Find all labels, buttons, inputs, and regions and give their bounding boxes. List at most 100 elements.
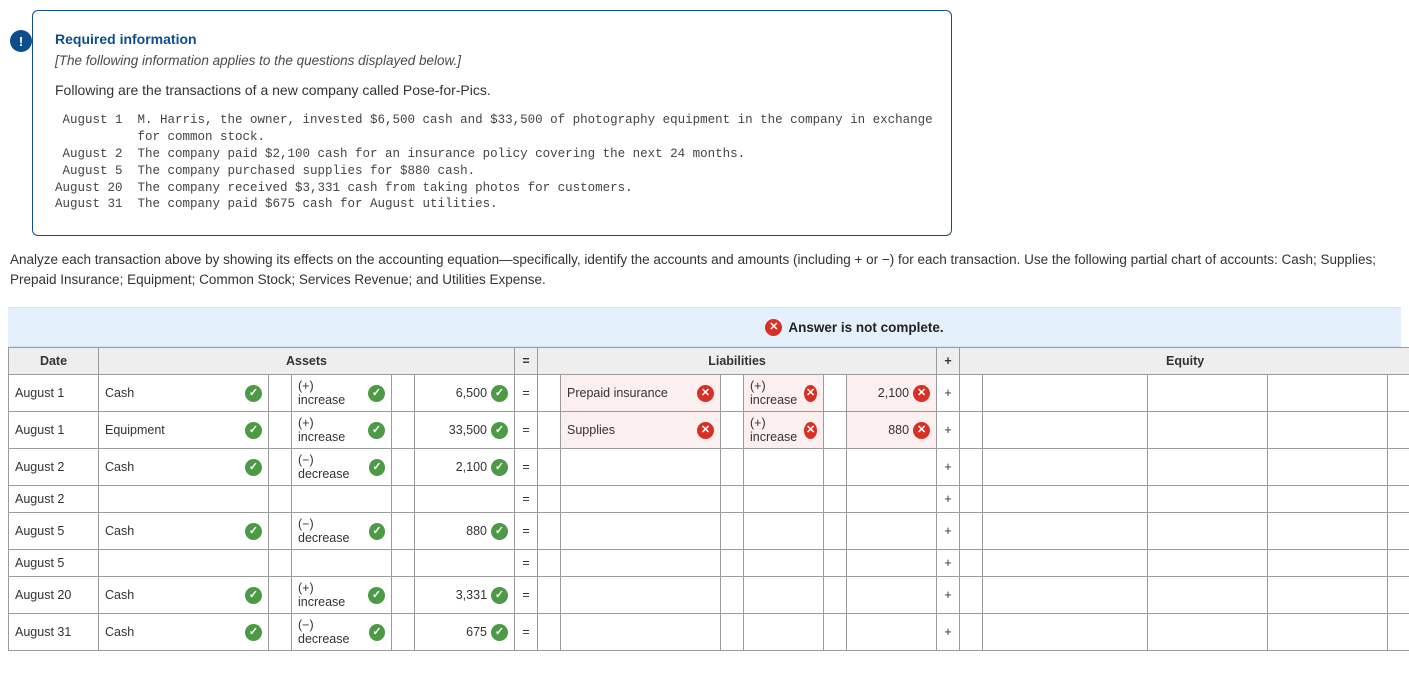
cell-asset-dir[interactable] <box>292 550 392 577</box>
cell-equity[interactable] <box>983 614 1148 651</box>
cell-asset-account[interactable]: Cash✓ <box>99 449 269 486</box>
cell-asset-dir[interactable]: (−) decrease✓ <box>292 449 392 486</box>
cell-equity[interactable] <box>983 577 1148 614</box>
cell-equity[interactable] <box>1268 375 1388 412</box>
cell-equity[interactable] <box>960 614 983 651</box>
cell-asset-amount[interactable]: 6,500✓ <box>415 375 515 412</box>
cell-liab-amount[interactable]: 880✕ <box>847 412 937 449</box>
cell-liab-amount[interactable] <box>847 614 937 651</box>
cell-liab-dir[interactable] <box>744 550 824 577</box>
cell-equity[interactable] <box>960 486 983 513</box>
cell-equity[interactable] <box>983 486 1148 513</box>
cell-asset-dir[interactable]: (+) increase✓ <box>292 412 392 449</box>
cell-equity[interactable] <box>960 577 983 614</box>
cell-equity[interactable] <box>1388 486 1409 513</box>
spacer <box>392 486 415 513</box>
cell-equity[interactable] <box>1388 577 1409 614</box>
cell-asset-dir[interactable]: (+) increase✓ <box>292 577 392 614</box>
cell-asset-dir[interactable]: (−) decrease✓ <box>292 513 392 550</box>
cell-asset-amount[interactable]: 33,500✓ <box>415 412 515 449</box>
cell-liab-dir[interactable] <box>744 513 824 550</box>
cell-equity[interactable] <box>1388 375 1409 412</box>
cell-equity[interactable] <box>983 513 1148 550</box>
cell-equity[interactable] <box>983 550 1148 577</box>
cell-liab-dir[interactable] <box>744 614 824 651</box>
cell-liab-account[interactable] <box>561 449 721 486</box>
cell-date[interactable]: August 5 <box>9 550 99 577</box>
cell-date[interactable]: August 20 <box>9 577 99 614</box>
cell-asset-account[interactable]: Cash✓ <box>99 375 269 412</box>
cell-liab-account[interactable]: Supplies✕ <box>561 412 721 449</box>
cell-asset-dir[interactable]: (+) increase✓ <box>292 375 392 412</box>
cell-asset-account[interactable]: Cash✓ <box>99 513 269 550</box>
cell-asset-dir[interactable]: (−) decrease✓ <box>292 614 392 651</box>
cell-equals: = <box>515 449 538 486</box>
cell-asset-amount[interactable]: 675✓ <box>415 614 515 651</box>
cell-asset-amount[interactable]: 2,100✓ <box>415 449 515 486</box>
cell-asset-account[interactable]: Cash✓ <box>99 614 269 651</box>
cell-equity[interactable] <box>1148 550 1268 577</box>
cell-liab-account[interactable] <box>561 577 721 614</box>
cell-equity[interactable] <box>983 412 1148 449</box>
cell-date[interactable]: August 31 <box>9 614 99 651</box>
cell-equity[interactable] <box>1268 550 1388 577</box>
cell-equity[interactable] <box>983 375 1148 412</box>
cell-equity[interactable] <box>1388 614 1409 651</box>
cell-equity[interactable] <box>1148 513 1268 550</box>
cell-equity[interactable] <box>1388 513 1409 550</box>
cell-equity[interactable] <box>1148 614 1268 651</box>
cell-date[interactable]: August 2 <box>9 449 99 486</box>
cell-equity[interactable] <box>1148 577 1268 614</box>
cell-liab-dir[interactable] <box>744 449 824 486</box>
cell-equity[interactable] <box>960 513 983 550</box>
cell-equity[interactable] <box>960 550 983 577</box>
cell-asset-amount[interactable] <box>415 550 515 577</box>
cell-equity[interactable] <box>960 449 983 486</box>
cell-liab-account[interactable] <box>561 513 721 550</box>
cell-equity[interactable] <box>1148 449 1268 486</box>
cell-equity[interactable] <box>1268 449 1388 486</box>
cell-equity[interactable] <box>1388 449 1409 486</box>
cell-date[interactable]: August 1 <box>9 375 99 412</box>
cell-liab-amount[interactable] <box>847 449 937 486</box>
cell-liab-dir[interactable]: (+) increase✕ <box>744 412 824 449</box>
cell-liab-dir[interactable]: (+) increase✕ <box>744 375 824 412</box>
cell-equity[interactable] <box>960 375 983 412</box>
cell-asset-dir[interactable] <box>292 486 392 513</box>
cell-equity[interactable] <box>1268 577 1388 614</box>
cell-liab-amount[interactable] <box>847 486 937 513</box>
cell-equity[interactable] <box>1148 375 1268 412</box>
cell-date[interactable]: August 2 <box>9 486 99 513</box>
cell-equity[interactable] <box>1388 550 1409 577</box>
cell-equity[interactable] <box>1148 486 1268 513</box>
cell-asset-account[interactable]: Equipment✓ <box>99 412 269 449</box>
cell-asset-amount[interactable]: 880✓ <box>415 513 515 550</box>
cell-date[interactable]: August 5 <box>9 513 99 550</box>
cell-asset-amount[interactable] <box>415 486 515 513</box>
cell-liab-account[interactable] <box>561 614 721 651</box>
cell-asset-amount[interactable]: 3,331✓ <box>415 577 515 614</box>
cell-equity[interactable] <box>1268 486 1388 513</box>
cell-equity[interactable] <box>983 449 1148 486</box>
cell-liab-account[interactable]: Prepaid insurance✕ <box>561 375 721 412</box>
cell-liab-dir[interactable] <box>744 486 824 513</box>
cell-equity[interactable] <box>1268 412 1388 449</box>
header-row: Date Assets = Liabilities + Equity <box>9 348 1409 375</box>
cell-liab-amount[interactable]: 2,100✕ <box>847 375 937 412</box>
cell-asset-account[interactable] <box>99 486 269 513</box>
cell-equity[interactable] <box>960 412 983 449</box>
cell-equals: = <box>515 614 538 651</box>
cell-asset-account[interactable] <box>99 550 269 577</box>
cell-liab-amount[interactable] <box>847 513 937 550</box>
cell-asset-account[interactable]: Cash✓ <box>99 577 269 614</box>
cell-equity[interactable] <box>1268 614 1388 651</box>
cell-liab-dir[interactable] <box>744 577 824 614</box>
cell-liab-amount[interactable] <box>847 577 937 614</box>
cell-date[interactable]: August 1 <box>9 412 99 449</box>
cell-liab-account[interactable] <box>561 550 721 577</box>
cell-equity[interactable] <box>1388 412 1409 449</box>
cell-equity[interactable] <box>1268 513 1388 550</box>
cell-liab-account[interactable] <box>561 486 721 513</box>
cell-liab-amount[interactable] <box>847 550 937 577</box>
cell-equity[interactable] <box>1148 412 1268 449</box>
